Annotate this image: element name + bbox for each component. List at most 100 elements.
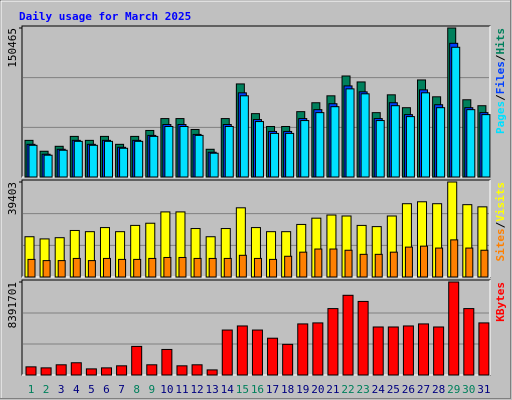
bar <box>239 95 249 178</box>
bar <box>100 367 112 376</box>
bar <box>116 365 128 376</box>
bar <box>223 257 232 278</box>
bar <box>88 144 98 178</box>
bar <box>251 329 263 376</box>
bar <box>40 367 52 376</box>
x-tick-label: 15 <box>236 383 249 396</box>
bar <box>418 323 430 376</box>
bar <box>387 326 399 376</box>
bar <box>314 248 323 278</box>
bar <box>330 106 340 178</box>
bar <box>344 249 353 278</box>
bar <box>359 253 368 278</box>
x-tick-label: 18 <box>281 383 294 396</box>
bar <box>312 322 324 376</box>
bar <box>465 247 474 278</box>
y-tick-label: 39403 <box>6 182 19 215</box>
legend-entry: Files <box>494 61 507 94</box>
bar <box>28 144 38 178</box>
bar <box>297 323 309 376</box>
legend: Pages/Files/Hits <box>494 28 507 134</box>
bar <box>342 294 354 376</box>
bar <box>148 257 157 278</box>
bar <box>149 135 159 178</box>
bar <box>421 92 431 178</box>
x-tick-label: 31 <box>477 383 490 396</box>
bar <box>70 362 82 376</box>
x-tick-label: 21 <box>326 383 339 396</box>
bar <box>43 154 53 178</box>
x-tick-label: 5 <box>88 383 95 396</box>
bar <box>72 257 81 278</box>
bar <box>209 152 219 178</box>
legend-entry: KBytes <box>494 282 507 322</box>
bar <box>191 364 203 376</box>
bar <box>119 147 129 178</box>
bar <box>236 325 248 376</box>
x-tick-label: 26 <box>402 383 415 396</box>
x-tick-label: 17 <box>266 383 279 396</box>
bar <box>238 254 247 278</box>
bar <box>58 149 68 178</box>
bar <box>118 258 127 278</box>
bar <box>300 120 310 178</box>
y-tick-label: 150465 <box>6 28 19 68</box>
bar <box>436 107 446 178</box>
bar <box>254 121 264 178</box>
x-tick-label: 30 <box>462 383 475 396</box>
bar <box>390 105 400 178</box>
bar <box>372 326 384 376</box>
x-tick-label: 16 <box>251 383 264 396</box>
bar <box>480 249 489 278</box>
x-tick-label: 6 <box>103 383 110 396</box>
bar <box>389 251 398 278</box>
bar <box>402 325 414 376</box>
bar <box>221 329 233 376</box>
x-tick-label: 10 <box>160 383 173 396</box>
bar <box>146 364 158 376</box>
bar <box>164 125 174 178</box>
bar <box>163 256 172 278</box>
x-tick-label: 2 <box>43 383 50 396</box>
bar <box>285 132 295 178</box>
bar <box>478 322 490 376</box>
x-tick-label: 22 <box>341 383 354 396</box>
x-tick-label: 25 <box>387 383 400 396</box>
bar <box>73 140 83 178</box>
bar <box>345 88 355 178</box>
bar <box>374 253 383 278</box>
bar <box>433 326 445 376</box>
bar <box>253 257 262 278</box>
x-tick-label: 4 <box>73 383 80 396</box>
bar <box>161 348 173 376</box>
x-tick-label: 11 <box>175 383 188 396</box>
bar <box>466 109 476 178</box>
x-tick-label: 1 <box>28 383 35 396</box>
bar <box>27 258 36 278</box>
bar <box>55 364 67 376</box>
chart-title: Daily usage for March 2025 <box>19 10 191 23</box>
bar <box>134 140 144 178</box>
bar <box>267 337 279 376</box>
legend-separator: / <box>494 54 507 61</box>
bar <box>375 120 385 178</box>
bar <box>282 343 294 376</box>
x-tick-label: 24 <box>372 383 386 396</box>
bar <box>178 256 187 278</box>
bar <box>25 366 37 376</box>
legend-entry: Hits <box>494 28 507 55</box>
legend-entry: Sites <box>494 228 507 261</box>
legend-entry: Pages <box>494 101 507 134</box>
legend: Sites/Visits <box>494 182 507 262</box>
bar <box>450 239 459 278</box>
bar <box>176 365 188 376</box>
bar <box>299 251 308 278</box>
bar <box>463 308 475 376</box>
x-tick-label: 8 <box>133 383 140 396</box>
bar <box>270 132 280 178</box>
bar <box>87 260 96 278</box>
bar <box>42 260 51 278</box>
bar <box>208 257 217 278</box>
